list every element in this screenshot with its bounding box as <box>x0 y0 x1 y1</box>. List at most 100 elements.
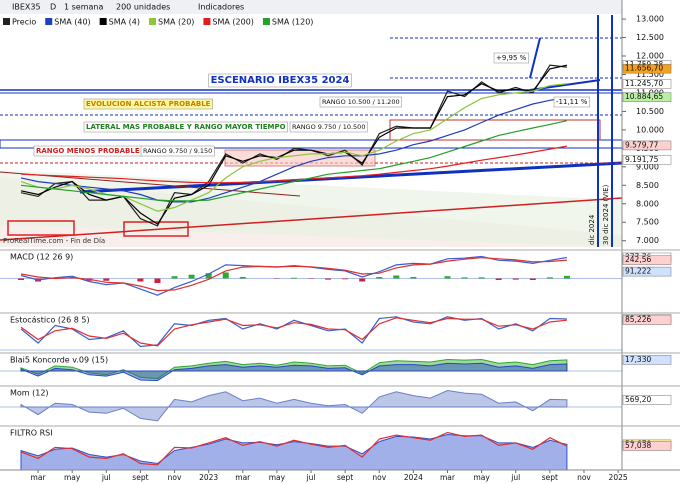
symbol[interactable]: IBEX35 <box>12 3 41 12</box>
line <box>20 145 568 184</box>
line <box>20 255 567 296</box>
line <box>20 96 568 203</box>
x-tick-label: may <box>473 473 490 482</box>
legend-swatch[interactable] <box>45 18 53 25</box>
y-tick-label: 7.500 <box>636 218 659 227</box>
y-tick-label: 11.500 <box>636 70 664 79</box>
histogram-bar <box>205 273 212 279</box>
y-tick-label: 7.000 <box>636 236 659 245</box>
histogram-bar <box>325 278 332 280</box>
annotation: RANGO 9.750 / 9.150 <box>143 147 212 155</box>
x-tick-label: jul <box>306 473 316 482</box>
legend-swatch[interactable] <box>262 18 270 25</box>
histogram-bar <box>188 274 195 279</box>
annotation: LATERAL MAS PROBABLE Y RANGO MAYOR TIEMP… <box>86 123 286 131</box>
legend-swatch[interactable] <box>99 18 107 25</box>
price-marker-label: 17,330 <box>625 355 651 364</box>
legend-label[interactable]: SMA (20) <box>158 18 194 27</box>
x-tick-label: sept <box>337 473 353 482</box>
histogram-bar <box>563 275 570 279</box>
price-marker <box>622 255 672 265</box>
legend-swatch[interactable] <box>3 18 10 25</box>
price-marker <box>622 155 672 165</box>
x-tick-label: nov <box>577 473 591 482</box>
range-box <box>224 149 376 167</box>
price-marker <box>622 266 672 277</box>
y-tick-label: 12.500 <box>636 33 664 42</box>
x-tick-label: mar <box>31 473 47 482</box>
range-box <box>389 119 601 141</box>
legend-label[interactable]: SMA (120) <box>272 18 314 27</box>
y-tick-label: 10.500 <box>636 107 664 116</box>
panel-title: MACD (12 26 9) <box>10 253 73 262</box>
price-marker-label: 11.656,70 <box>625 64 663 73</box>
price-marker-label: 242,56 <box>625 255 651 264</box>
annotation: ProRealTime.com - Fin de Día <box>3 237 105 245</box>
period-select[interactable]: 1 semana <box>64 3 103 12</box>
price-marker <box>622 355 672 365</box>
histogram-bar <box>444 276 451 279</box>
line <box>20 120 568 202</box>
price-marker-label: 11.245,70 <box>625 79 663 88</box>
x-tick-label: may <box>269 473 286 482</box>
x-tick-label: sept <box>542 473 558 482</box>
legend-label[interactable]: SMA (40) <box>54 18 90 27</box>
histogram-bar <box>393 275 400 279</box>
legend-label[interactable]: Precio <box>12 18 36 27</box>
price-marker-label: 10.884,65 <box>625 92 663 101</box>
daily-toggle[interactable]: D <box>50 3 56 12</box>
x-tick-label: 2025 <box>609 473 628 482</box>
low-box <box>123 221 189 237</box>
annotation-box <box>553 96 591 108</box>
x-tick-label: nov <box>168 473 182 482</box>
annotation-box <box>319 96 402 108</box>
annotation: EVOLUCION ALCISTA PROBABLE <box>86 100 211 108</box>
indicators-button[interactable]: Indicadores <box>198 3 244 12</box>
units-select[interactable]: 200 unidades <box>116 3 170 12</box>
panel-title: Estocástico (26 8 5) <box>10 316 90 325</box>
area <box>20 362 568 382</box>
legend-swatch[interactable] <box>148 18 156 25</box>
annotation: dic 2024 <box>588 214 596 245</box>
panel-title: Blai5 Koncorde v.09 (15) <box>10 356 108 365</box>
price-marker <box>622 79 672 89</box>
toolbar <box>0 0 622 14</box>
annotation: RANGO MENOS PROBABLE <box>36 147 140 155</box>
price-marker <box>622 92 672 102</box>
annotation-box <box>493 52 529 64</box>
histogram-bar <box>290 277 297 279</box>
legend-label[interactable]: SMA (4) <box>109 18 140 27</box>
price-marker-label: 9.579,77 <box>625 140 659 149</box>
y-tick-label: 9.000 <box>636 162 659 171</box>
y-tick-label: 8.500 <box>636 181 659 190</box>
histogram-bar <box>18 278 24 281</box>
annotation-box <box>208 73 352 88</box>
histogram-bar <box>461 277 468 279</box>
price-marker <box>622 441 672 451</box>
price-marker-label: 569,20 <box>625 395 651 404</box>
histogram-bar <box>410 276 417 279</box>
histogram-bar <box>478 277 485 279</box>
x-tick-label: nov <box>372 473 386 482</box>
area <box>20 358 568 380</box>
y-tick-label: 10.000 <box>636 125 664 134</box>
histogram-bar <box>342 278 349 280</box>
price-marker <box>622 63 672 74</box>
y-tick-label: 13.000 <box>636 15 664 24</box>
histogram-bar <box>529 278 536 281</box>
x-tick-label: mar <box>235 473 251 482</box>
price-marker-label: 57,038 <box>625 441 651 450</box>
area <box>20 389 568 422</box>
annotation: ESCENARIO IBEX35 2024 <box>211 75 350 86</box>
price-marker-label: 85,226 <box>625 315 651 324</box>
annotation-box <box>83 121 288 133</box>
histogram-bar <box>171 276 178 279</box>
y-tick-label: 8.000 <box>636 199 659 208</box>
legend-label[interactable]: SMA (200) <box>212 18 254 27</box>
legend-swatch[interactable] <box>203 18 211 25</box>
histogram-bar <box>359 278 366 282</box>
annotation: RANGO 10.500 / 11.200 <box>322 98 400 106</box>
y-tick-label: 12.000 <box>636 52 664 61</box>
annotation: -11,11 % <box>556 98 588 106</box>
